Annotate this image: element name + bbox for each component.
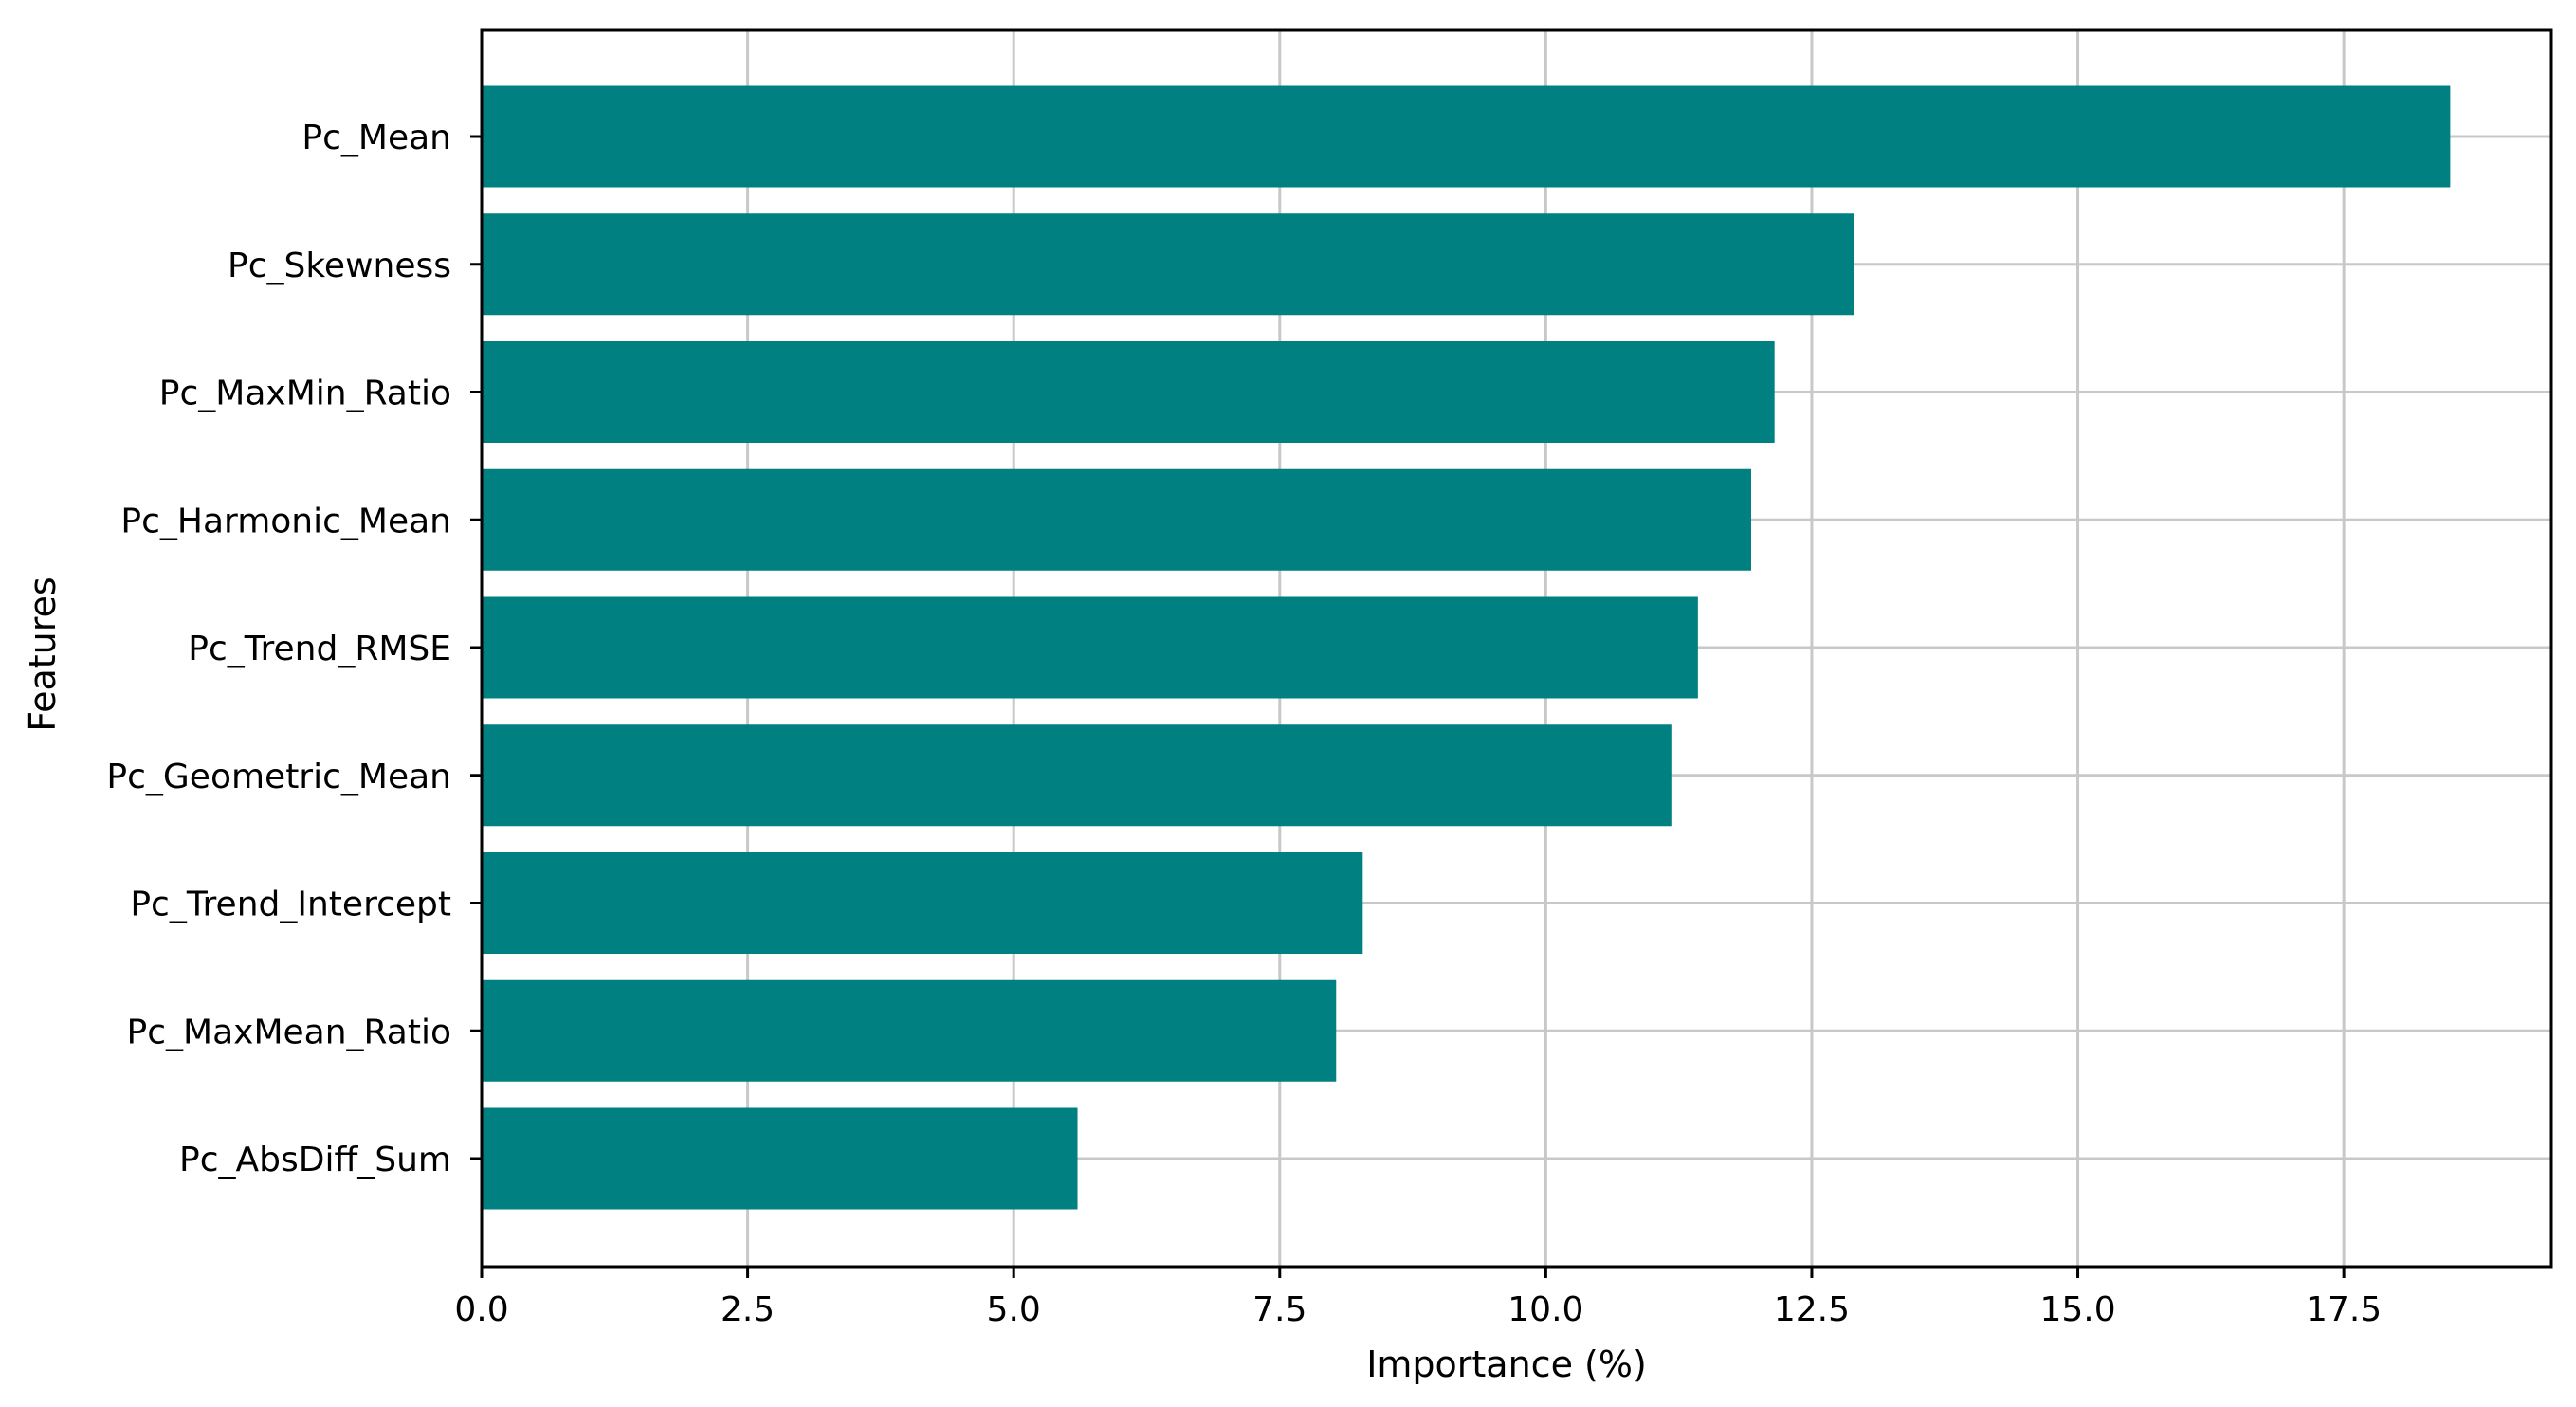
y-tick-label: Pc_MaxMin_Ratio [159,375,451,413]
x-tick-label: 0.0 [454,1290,508,1329]
y-tick-label: Pc_AbsDiff_Sum [179,1141,451,1179]
bar-pc-maxmean-ratio [482,979,1337,1082]
bar-pc-skewness [482,213,1854,316]
x-axis-ticks: 0.0 2.5 5.0 7.5 10.0 12.5 15.0 17.5 [454,1267,2382,1329]
bar-pc-maxmin-ratio [482,341,1775,443]
x-tick-label: 17.5 [2306,1290,2382,1329]
x-axis-label: Importance (%) [1366,1343,1647,1385]
y-tick-label: Pc_Mean [301,119,451,157]
y-axis-ticks: Pc_Mean Pc_Skewness Pc_MaxMin_Ratio Pc_Harm… [106,119,482,1179]
y-tick-label: Pc_Geometric_Mean [106,758,451,796]
y-tick-label: Pc_Trend_Intercept [130,886,451,924]
bar-pc-mean [482,85,2451,188]
x-tick-label: 5.0 [987,1290,1041,1329]
y-tick-label: Pc_MaxMean_Ratio [127,1013,451,1051]
x-tick-label: 2.5 [721,1290,775,1329]
bar-pc-trend-intercept [482,852,1363,954]
bar-pc-absdiff-sum [482,1107,1078,1210]
y-axis-label: Features [22,576,64,731]
bars [482,85,2451,1210]
x-tick-label: 12.5 [1774,1290,1850,1329]
bar-pc-trend-rmse [482,596,1698,699]
x-tick-label: 10.0 [1507,1290,1583,1329]
bar-pc-geometric-mean [482,724,1672,827]
x-tick-label: 15.0 [2039,1290,2115,1329]
y-tick-label: Pc_Trend_RMSE [188,630,451,668]
bar-pc-harmonic-mean [482,468,1751,571]
y-tick-label: Pc_Skewness [228,247,451,285]
x-tick-label: 7.5 [1252,1290,1306,1329]
y-tick-label: Pc_Harmonic_Mean [120,502,451,540]
